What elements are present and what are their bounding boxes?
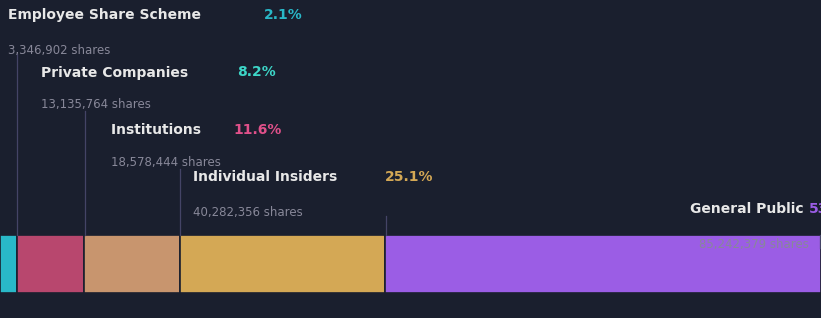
Bar (0, 235, 17, 293)
Text: 13,135,764 shares: 13,135,764 shares (41, 98, 151, 111)
Text: 40,282,356 shares: 40,282,356 shares (193, 206, 303, 219)
Text: 85,242,379 shares: 85,242,379 shares (699, 238, 809, 251)
Text: General Public: General Public (690, 202, 809, 216)
Text: 53.1%: 53.1% (809, 202, 821, 216)
Text: 11.6%: 11.6% (233, 123, 282, 137)
Bar (180, 235, 386, 293)
Bar (386, 235, 821, 293)
Text: Individual Insiders: Individual Insiders (193, 170, 342, 184)
Text: 18,578,444 shares: 18,578,444 shares (111, 156, 221, 169)
Text: 25.1%: 25.1% (385, 170, 433, 184)
Text: 3,346,902 shares: 3,346,902 shares (8, 44, 111, 57)
Text: 2.1%: 2.1% (264, 8, 302, 22)
Text: Private Companies: Private Companies (41, 66, 193, 80)
Bar (17, 235, 85, 293)
Text: Institutions: Institutions (111, 123, 206, 137)
Text: 8.2%: 8.2% (237, 66, 276, 80)
Bar (85, 235, 180, 293)
Text: Employee Share Scheme: Employee Share Scheme (8, 8, 206, 22)
